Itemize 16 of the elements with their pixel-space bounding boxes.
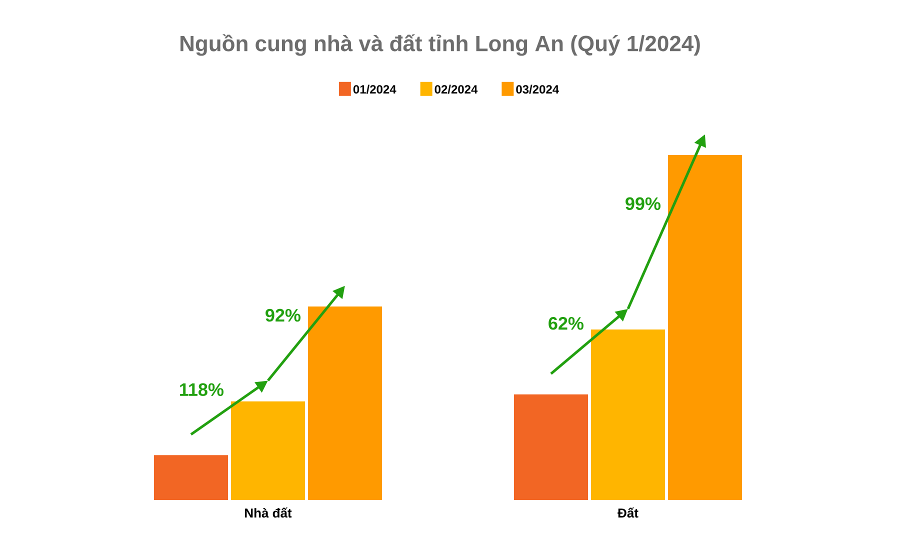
bar [231, 401, 306, 500]
x-tick-label: Nhà đất [245, 508, 292, 518]
annotation: 62% [548, 317, 584, 330]
chart-title: Nguồn cung nhà và đất tỉnh Long An (Quý 1/2024) [180, 34, 700, 56]
annotation: 92% [266, 308, 300, 322]
bar [668, 154, 742, 500]
bar [154, 455, 228, 500]
legend-label: 01/2024 [353, 84, 396, 94]
bar [591, 330, 665, 500]
annotation: 118% [180, 383, 224, 396]
bar [514, 394, 588, 500]
legend-label: 02/2024 [434, 84, 478, 94]
legend-label: 03/2024 [516, 84, 559, 94]
x-tick-label: Đất [618, 508, 638, 518]
annotation: 99% [626, 197, 660, 210]
bar [308, 306, 382, 500]
